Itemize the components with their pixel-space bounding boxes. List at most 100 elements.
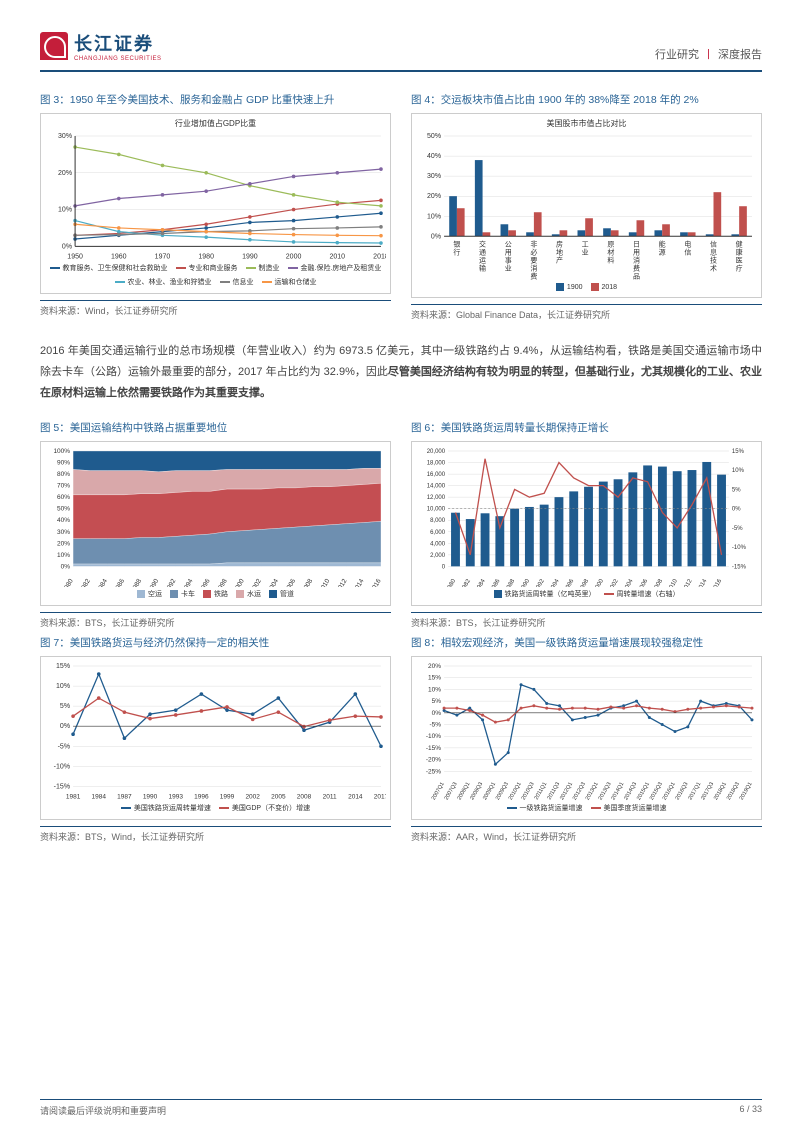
svg-text:100%: 100%: [53, 448, 70, 455]
fig3-legend: 教育服务、卫生保健和社会救助业专业和商业服务制造业金融.保险.房地产及租赁业农业…: [45, 261, 386, 289]
fig4-svg: 0%10%20%30%40%50%银行交通运输公用事业非必要消费房地产工业原材料…: [416, 131, 757, 281]
svg-text:2010: 2010: [329, 253, 345, 260]
svg-text:-10%: -10%: [732, 545, 747, 551]
svg-text:2014: 2014: [697, 578, 709, 587]
svg-text:费: 费: [633, 263, 640, 272]
svg-text:2016: 2016: [711, 578, 723, 587]
svg-text:2018: 2018: [373, 253, 386, 260]
footer-disclaimer: 请阅读最后评级说明和重要声明: [40, 1104, 166, 1117]
svg-text:医: 医: [736, 256, 743, 264]
svg-text:0%: 0%: [61, 563, 71, 570]
svg-text:1980: 1980: [445, 578, 457, 587]
svg-text:消: 消: [530, 263, 537, 272]
svg-text:20%: 20%: [427, 193, 441, 200]
svg-text:必: 必: [530, 247, 537, 256]
fig4-legend: 19002018: [416, 281, 757, 293]
svg-text:2014: 2014: [352, 578, 365, 587]
logo-icon: [40, 32, 68, 60]
svg-text:-15%: -15%: [732, 564, 747, 570]
svg-text:18,000: 18,000: [427, 461, 446, 467]
svg-text:10%: 10%: [732, 468, 745, 474]
logo: 长江证券 CHANGJIANG SECURITIES: [40, 30, 162, 62]
svg-text:日: 日: [633, 240, 640, 248]
svg-text:1986: 1986: [490, 578, 502, 587]
svg-text:2008: 2008: [301, 578, 314, 587]
svg-text:30%: 30%: [427, 173, 441, 180]
fig5-svg: 0%10%20%30%40%50%60%70%80%90%100%1980198…: [45, 446, 386, 586]
svg-text:交: 交: [479, 239, 486, 248]
svg-text:4,000: 4,000: [430, 541, 446, 547]
svg-text:业: 业: [582, 247, 589, 256]
header-cat-a: 行业研究: [655, 49, 699, 61]
svg-text:80%: 80%: [57, 471, 70, 478]
svg-text:15%: 15%: [732, 449, 745, 455]
svg-text:2010: 2010: [667, 578, 679, 587]
fig4-title: 图 4：交运板块市值占比由 1900 年的 38%降至 2018 年的 2%: [411, 92, 762, 107]
svg-text:1960: 1960: [111, 253, 127, 260]
fig6-cell: 图 6：美国铁路货运周转量长期保持正增长 02,0004,0006,0008,0…: [411, 420, 762, 628]
fig5-chart: 0%10%20%30%40%50%60%70%80%90%100%1980198…: [40, 441, 391, 605]
svg-text:1993: 1993: [168, 793, 183, 800]
svg-text:1998: 1998: [578, 578, 590, 587]
fig6-title: 图 6：美国铁路货运周转量长期保持正增长: [411, 420, 762, 435]
svg-text:10%: 10%: [58, 207, 72, 214]
svg-text:1984: 1984: [92, 793, 107, 800]
svg-text:-10%: -10%: [426, 733, 441, 740]
svg-text:20,000: 20,000: [427, 449, 446, 455]
svg-text:非: 非: [530, 239, 537, 248]
svg-text:1990: 1990: [519, 578, 531, 587]
fig3-title: 图 3：1950 年至今美国技术、服务和金融占 GDP 比重快速上升: [40, 92, 391, 107]
svg-text:10%: 10%: [428, 686, 441, 693]
svg-text:1999: 1999: [220, 793, 235, 800]
svg-text:要: 要: [530, 256, 537, 264]
svg-text:1994: 1994: [549, 578, 561, 587]
svg-text:10,000: 10,000: [427, 507, 446, 513]
svg-text:-20%: -20%: [426, 756, 441, 763]
svg-text:地: 地: [556, 247, 563, 256]
svg-text:能: 能: [659, 239, 666, 248]
svg-text:2010: 2010: [318, 578, 331, 587]
chart-row-3: 图 7：美国铁路货运与经济仍然保持一定的相关性 -15%-10%-5%0%5%1…: [40, 635, 762, 843]
svg-text:通: 通: [479, 247, 486, 256]
fig8-chart: -25%-20%-15%-10%-5%0%5%10%15%20%2007Q120…: [411, 656, 762, 820]
svg-text:1986: 1986: [113, 578, 126, 587]
svg-text:2002: 2002: [608, 578, 620, 587]
fig8-cell: 图 8：相较宏观经济，美国一级铁路货运量增速展现较强稳定性 -25% -20% -1…: [411, 635, 762, 843]
svg-text:2012: 2012: [682, 578, 694, 587]
svg-text:2005: 2005: [271, 793, 286, 800]
svg-text:信: 信: [710, 239, 717, 248]
fig5-legend: 空运卡车铁路水运管道: [45, 587, 386, 601]
fig7-cell: 图 7：美国铁路货运与经济仍然保持一定的相关性 -15%-10%-5%0%5%1…: [40, 635, 391, 843]
svg-text:2004: 2004: [623, 578, 635, 587]
svg-text:-5%: -5%: [430, 721, 442, 728]
svg-text:90%: 90%: [57, 460, 70, 467]
svg-text:1984: 1984: [96, 578, 109, 587]
svg-text:2016: 2016: [369, 578, 382, 587]
logo-text-cn: 长江证券: [74, 30, 162, 56]
fig3-source: 资料来源：Wind，长江证券研究所: [40, 300, 391, 317]
svg-text:消: 消: [633, 255, 640, 264]
svg-text:-25%: -25%: [426, 768, 441, 775]
svg-text:原: 原: [607, 240, 614, 248]
svg-text:2,000: 2,000: [430, 553, 446, 559]
svg-text:50%: 50%: [427, 133, 441, 140]
svg-text:2017: 2017: [374, 793, 386, 800]
fig4-cell: 图 4：交运板块市值占比由 1900 年的 38%降至 2018 年的 2% 美…: [411, 92, 762, 321]
svg-text:2000: 2000: [593, 578, 605, 587]
svg-text:5%: 5%: [732, 488, 741, 494]
svg-text:1980: 1980: [198, 253, 214, 260]
svg-text:2002: 2002: [245, 793, 260, 800]
svg-text:2008: 2008: [652, 578, 664, 587]
chart-row-2: 图 5：美国运输结构中铁路占据重要地位 0%10%20%30%40%50%60%…: [40, 420, 762, 628]
fig3-chart: 行业增加值占GDP比重 0%10%20%30%19501960197019801…: [40, 113, 391, 294]
svg-text:术: 术: [710, 263, 717, 272]
svg-text:用: 用: [505, 248, 512, 256]
page-header: 长江证券 CHANGJIANG SECURITIES 行业研究丨深度报告: [40, 30, 762, 72]
svg-text:1992: 1992: [534, 578, 546, 587]
svg-text:2019Q1: 2019Q1: [739, 781, 754, 801]
svg-text:1984: 1984: [475, 578, 487, 587]
svg-text:10%: 10%: [57, 552, 70, 559]
svg-text:产: 产: [556, 255, 563, 264]
fig8-title: 图 8：相较宏观经济，美国一级铁路货运量增速展现较强稳定性: [411, 635, 762, 650]
svg-text:2011: 2011: [323, 793, 337, 800]
